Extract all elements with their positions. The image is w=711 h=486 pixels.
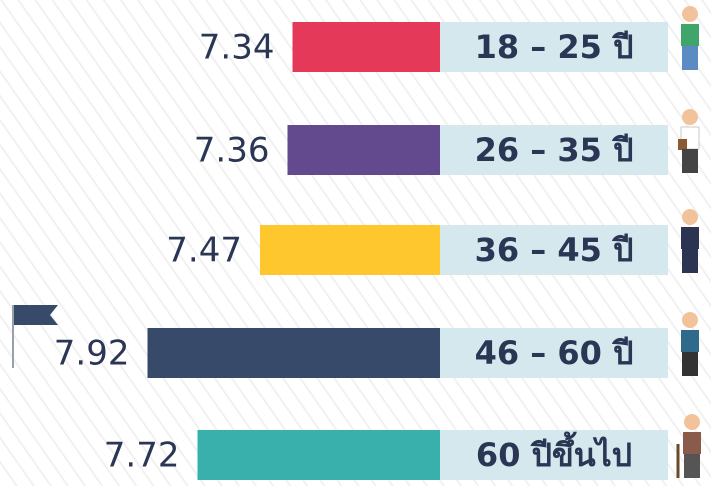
category-box (440, 125, 668, 175)
category-box (440, 328, 668, 378)
category-box (440, 225, 668, 275)
person-icon (681, 312, 699, 376)
bar (287, 125, 440, 175)
person-icon (681, 209, 699, 273)
category-box (440, 430, 668, 480)
bar (292, 22, 440, 72)
value-label: 7.72 (104, 436, 180, 476)
bar (147, 328, 440, 378)
person-icons (676, 6, 701, 478)
person-icon (676, 414, 701, 478)
category-box (440, 22, 668, 72)
category-label: 26 – 35 ปี (475, 131, 634, 169)
bar (260, 225, 440, 275)
category-label: 36 – 45 ปี (475, 231, 634, 269)
category-label: 46 – 60 ปี (475, 334, 634, 372)
person-icon (678, 109, 700, 173)
person-icon (681, 6, 699, 70)
flag-icon (12, 305, 58, 368)
value-label: 7.36 (194, 131, 270, 171)
category-label: 60 ปีขึ้นไป (476, 431, 632, 474)
value-label: 7.47 (166, 231, 242, 271)
value-label: 7.92 (54, 334, 130, 374)
value-label: 7.34 (199, 28, 275, 68)
category-label: 18 – 25 ปี (475, 28, 634, 66)
bar (197, 430, 440, 480)
